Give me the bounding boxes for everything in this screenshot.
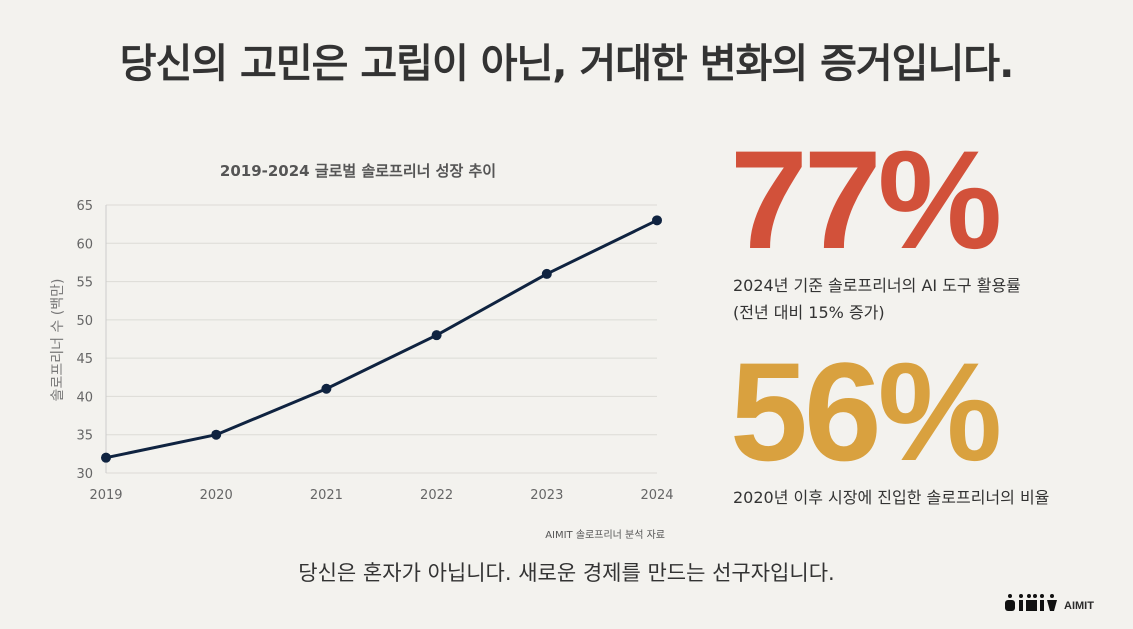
y-tick-label: 60	[76, 237, 93, 252]
stat-desc-line: (전년 대비 15% 증가)	[733, 303, 885, 322]
tagline: 당신은 혼자가 아닙니다. 새로운 경제를 만드는 선구자입니다.	[298, 561, 835, 585]
stat-desc-line: 2024년 기준 솔로프리너의 AI 도구 활용률	[733, 276, 1021, 295]
y-tick-label: 35	[76, 429, 93, 444]
logo-figures-icon	[1005, 594, 1057, 611]
y-tick-label: 65	[76, 199, 93, 214]
y-tick-label: 40	[76, 390, 93, 405]
data-point	[211, 429, 222, 440]
y-tick-label: 30	[76, 467, 93, 482]
stat-ai-usage-description: 2024년 기준 솔로프리너의 AI 도구 활용률 (전년 대비 15% 증가)	[733, 272, 1021, 326]
stat-ai-usage-value: 77%	[730, 121, 1002, 278]
x-tick-label: 2019	[89, 488, 122, 503]
x-tick-label: 2024	[640, 488, 673, 503]
data-point	[431, 330, 442, 341]
data-point	[541, 268, 552, 279]
aimit-logo: AIMIT	[1003, 592, 1094, 612]
data-point	[652, 215, 662, 226]
x-tick-label: 2021	[310, 488, 343, 503]
x-tick-label: 2020	[200, 488, 233, 503]
series-line	[105, 218, 658, 460]
y-tick-label: 45	[76, 352, 93, 367]
chart-source: AIMIT 솔로프리너 분석 자료	[545, 529, 665, 541]
logo-text: AIMIT	[1064, 600, 1094, 612]
stat-new-entrants-value: 56%	[730, 333, 1002, 490]
headline: 당신의 고민은 고립이 아닌, 거대한 변화의 증거입니다.	[119, 41, 1015, 87]
x-tick-label: 2022	[420, 488, 453, 503]
y-tick-label: 55	[76, 276, 93, 291]
stat-new-entrants-description: 2020년 이후 시장에 진입한 솔로프리너의 비율	[733, 488, 1050, 507]
chart-title: 2019-2024 글로벌 솔로프리너 성장 추이	[220, 162, 496, 180]
y-axis-label: 솔로프리너 수 (백만)	[50, 279, 66, 402]
data-point	[101, 452, 111, 463]
y-tick-label: 50	[76, 314, 93, 329]
x-tick-label: 2023	[530, 488, 563, 503]
line-chart: 2019-2024 글로벌 솔로프리너 성장 추이 30 35 40 45 50 55 60…	[50, 162, 674, 541]
data-point	[321, 383, 332, 394]
